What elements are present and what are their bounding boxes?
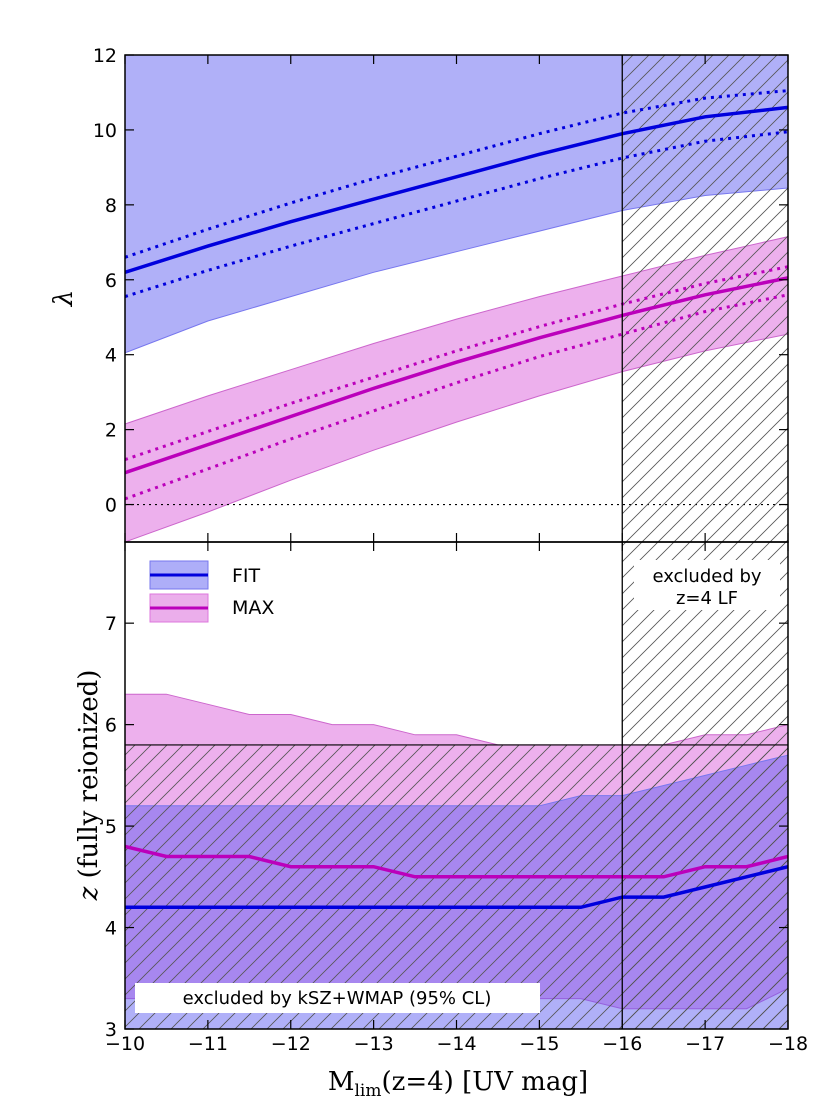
bottom-ytick-label: 4 [105,918,117,940]
top-ytick-label: 0 [105,495,117,517]
xtick-label: −17 [685,1033,725,1055]
legend-max-label: MAX [232,597,274,619]
bottom-ylabel: z (fully reionized) [74,670,104,902]
xtick-label: −18 [768,1033,808,1055]
legend: FIT MAX [149,560,274,623]
xtick-label: −11 [188,1033,228,1055]
xlabel-sub: lim [355,1081,382,1101]
top-ytick-label: 12 [93,45,117,67]
annotation-excluded-ksz: excluded by kSZ+WMAP (95% CL) [135,983,540,1013]
top-fit-dotted-upper [125,89,788,259]
xtick-label: −14 [436,1033,476,1055]
bottom-ytick-label: 5 [105,816,117,838]
xtick-label: −12 [271,1033,311,1055]
x-axis-label: Mlim(z=4) [UV mag] [328,1067,588,1101]
bottom-ytick-label: 6 [105,715,117,737]
xlabel-main: M [328,1067,355,1097]
top-ytick-label: 4 [105,345,117,367]
top-ylabel: λ [49,290,79,307]
top-ytick-label: 2 [105,420,117,442]
annotation-ksz-label: excluded by kSZ+WMAP (95% CL) [183,988,492,1009]
xtick-label: −13 [354,1033,394,1055]
xtick-label: −10 [105,1033,145,1055]
top-fit-dotted-lower [125,130,788,299]
xlabel-rest: (z=4) [UV mag] [382,1067,589,1097]
top-max-mean-line [125,276,788,475]
top-max-dotted-upper [125,265,788,462]
bottom-fit-mean-line [125,864,788,910]
bottom-ylabel-rest: (fully reionized) [74,670,104,887]
top-fit-mean-line [125,105,788,274]
xtick-label: −16 [602,1033,642,1055]
bottom-max-mean-line [125,844,788,879]
xtick-label: −15 [519,1033,559,1055]
bottom-excluded-lf-hatch [622,542,788,1029]
legend-fit-label: FIT [232,565,261,587]
top-ytick-label: 8 [105,195,117,217]
annotation-lf-line1: excluded by [652,566,761,587]
axes: 0 2 4 6 8 10 12 −10 −11 −12 −13 −14 −15 −16 −17 −18 3 4 5 6… [93,45,808,1055]
bottom-ylabel-var: z [74,886,104,901]
top-ytick-label: 10 [93,120,117,142]
top-ytick-label: 6 [105,270,117,292]
annotation-excluded-lf: excluded by z=4 LF [634,560,780,610]
bottom-ytick-label: 7 [105,613,117,635]
bottom-ytick-label: 3 [105,1019,117,1041]
annotation-lf-line2: z=4 LF [676,588,738,609]
